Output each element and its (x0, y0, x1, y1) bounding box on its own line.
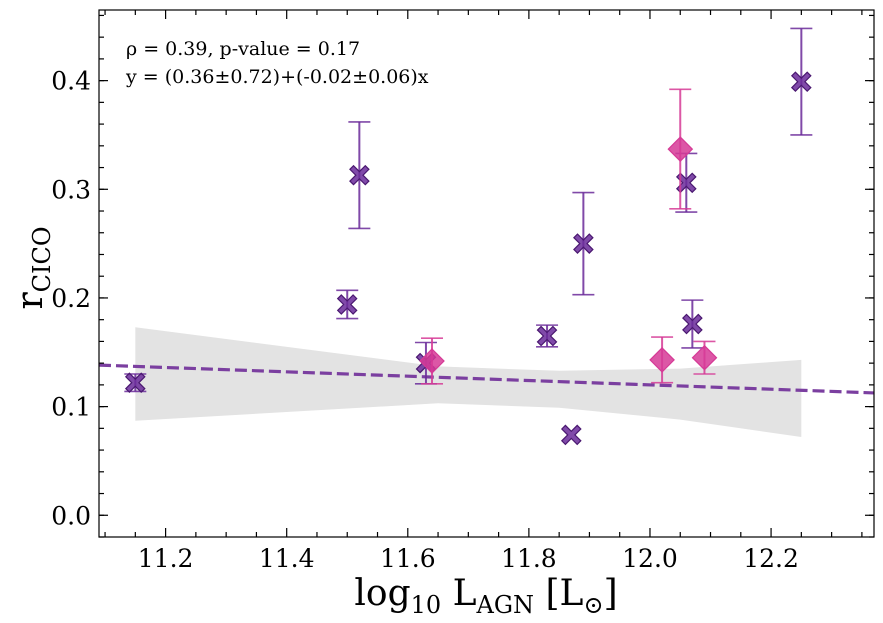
diamond-marker (419, 348, 445, 374)
diamond-marker (691, 344, 718, 371)
y-tick-label: 0.2 (51, 284, 91, 313)
fit-line (98, 363, 875, 395)
cross-point-7 (572, 191, 595, 296)
cross-marker (682, 313, 703, 335)
cross-marker (573, 233, 594, 254)
diamond-marker (649, 347, 675, 373)
cross-point-1 (124, 372, 147, 394)
x-axis-title-l: L (441, 573, 476, 614)
cross-point-6 (560, 424, 582, 446)
cross-point-8 (675, 152, 698, 213)
x-tick-label: 11.6 (380, 544, 436, 573)
cross-marker (675, 172, 697, 194)
cross-marker (560, 424, 582, 446)
diamond-point-2 (649, 336, 675, 384)
cross-marker (790, 71, 812, 93)
y-tick-label: 0.0 (51, 501, 91, 530)
y-axis-title-r: r (10, 292, 51, 310)
diamond-point-3 (667, 88, 694, 210)
cross-marker (536, 325, 558, 347)
plot-frame (98, 9, 875, 538)
cross-marker (349, 164, 370, 186)
x-axis-title: log10 LAGN [L⊙] (354, 573, 617, 619)
x-axis-title-close: ] (604, 573, 618, 614)
cross-point-2 (336, 289, 359, 320)
x-tick-label: 11.2 (138, 544, 194, 573)
x-axis-title-log-base: 10 (411, 591, 442, 619)
diamond-marker (667, 136, 694, 162)
diamond-point-4 (691, 340, 718, 375)
x-tick-label: 11.8 (501, 544, 557, 573)
x-tick-label: 12.2 (743, 544, 799, 573)
x-tick-label: 12.0 (622, 544, 678, 573)
cross-point-3 (348, 121, 371, 230)
y-tick-label: 0.4 (51, 67, 91, 96)
diamond-point-1 (419, 337, 445, 385)
cross-point-9 (681, 299, 704, 349)
cross-marker (336, 294, 358, 315)
y-axis-title: rCICO (10, 226, 56, 309)
x-axis-title-sun: ⊙ (583, 591, 603, 619)
x-axis-title-log: log (354, 573, 410, 614)
x-axis-title-unit: [L (534, 573, 583, 614)
y-tick-label: 0.1 (51, 393, 91, 422)
fit-confidence-band (135, 327, 802, 437)
x-tick-label: 11.4 (259, 544, 315, 573)
annotation-correlation: ρ = 0.39, p-value = 0.17 (126, 38, 360, 60)
cross-point-5 (536, 324, 559, 348)
cross-point-10 (790, 27, 813, 136)
annotation-fit-equation: y = (0.36±0.72)+(-0.02±0.06)x (125, 66, 429, 88)
cross-marker (124, 372, 146, 394)
y-tick-label: 0.3 (51, 175, 91, 204)
y-axis-title-sub: CICO (28, 226, 56, 292)
x-axis-title-agn: AGN (476, 591, 535, 619)
